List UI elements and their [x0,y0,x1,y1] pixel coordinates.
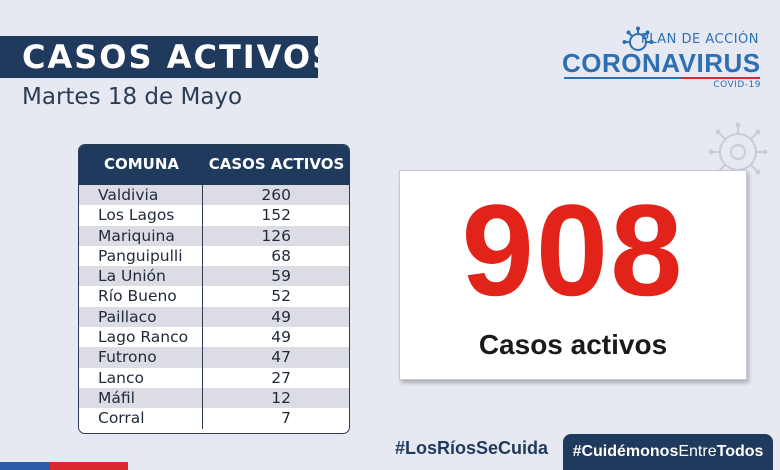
logo-top-text: PLAN DE ACCIÓN [640,32,759,47]
casos-cell: 59 [271,267,291,286]
total-cases-number: 908 [461,177,685,323]
table-row: Mariquina 126 [79,225,349,246]
flag-red-segment [50,462,128,470]
table-row: Valdivia 260 [79,185,349,206]
comuna-cell: Panguipulli [79,245,203,267]
hashtag-los-rios: #LosRíosSeCuida [395,438,549,458]
table-row: Lanco 27 [79,367,349,388]
casos-cell: 49 [271,328,291,347]
coronavirus-plan-logo: PLAN DE ACCIÓN CORONAVIRUS COVID-19 [562,26,767,92]
casos-cell: 260 [261,186,291,204]
casos-cell: 27 [271,368,291,387]
hashtag-cuidemonos: #CuidémonosEntreTodos [563,434,773,470]
hashtag-part-3: Todos [716,443,764,460]
table-row: Futrono 47 [79,347,349,368]
casos-cell: 12 [271,388,291,407]
table-row: Los Lagos 152 [79,205,349,226]
table-header: COMUNA CASOS ACTIVOS [79,145,349,185]
virus-watermark-icon [708,122,768,182]
table-row: Máfil 12 [79,387,349,409]
comuna-cell: Los Lagos [79,205,203,226]
table-row: La Unión 59 [79,266,349,287]
table-row: Paillaco 49 [79,306,349,328]
comuna-cell: La Unión [79,266,203,287]
logo-main-text: CORONAVIRUS [562,48,761,78]
table-row: Corral 7 [79,408,349,429]
hashtag-part-2: Entre [678,443,717,460]
header-casos-activos: CASOS ACTIVOS [208,155,345,173]
casos-cell: 47 [271,348,291,367]
comuna-cell: Máfil [79,387,203,409]
casos-cell: 68 [271,246,291,265]
comuna-cell: Futrono [79,347,203,368]
flag-stripe [0,462,128,470]
comuna-cell: Valdivia [79,185,203,206]
cases-table: COMUNA CASOS ACTIVOS Valdivia 260 Los Lag… [78,144,350,434]
casos-cell: 7 [281,409,291,428]
comuna-cell: Lago Ranco [79,327,203,348]
total-cases-label: Casos activos [478,329,668,360]
casos-cell: 52 [271,287,291,306]
table-row: Panguipulli 68 [79,245,349,267]
casos-cell: 49 [271,307,291,326]
casos-cell: 126 [261,226,291,245]
total-cases-card: 908 Casos activos [399,170,747,380]
comuna-cell: Río Bueno [79,286,203,307]
comuna-cell: Lanco [79,367,203,388]
comuna-cell: Paillaco [79,306,203,328]
comuna-cell: Mariquina [79,225,203,246]
table-row: Lago Ranco 49 [79,327,349,348]
casos-cell: 152 [261,206,291,225]
table-row: Río Bueno 52 [79,286,349,307]
hashtag-part-1: #Cuidémonos [572,443,679,460]
table-body: Valdivia 260 Los Lagos 152 Mariquina 126 Pa… [79,185,349,429]
comuna-cell: Corral [79,408,203,429]
logo-sub-text: COVID-19 [713,80,761,90]
header-comuna: COMUNA [103,155,180,173]
virus-icon [622,26,654,51]
logo-underline [564,77,760,79]
page-title: CASOS ACTIVOS [0,36,318,78]
flag-blue-segment [0,462,50,470]
date-subtitle: Martes 18 de Mayo [22,84,243,110]
